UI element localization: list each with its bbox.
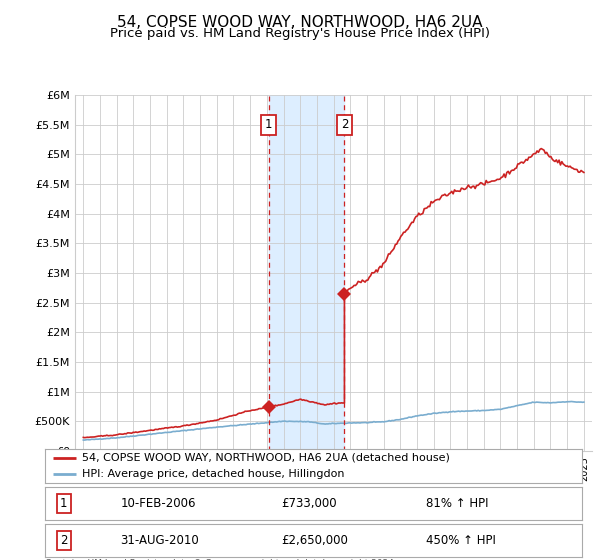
Text: 450% ↑ HPI: 450% ↑ HPI bbox=[426, 534, 496, 547]
Text: HPI: Average price, detached house, Hillingdon: HPI: Average price, detached house, Hill… bbox=[82, 469, 344, 479]
Text: 1: 1 bbox=[60, 497, 68, 510]
Text: 31-AUG-2010: 31-AUG-2010 bbox=[120, 534, 199, 547]
Text: 54, COPSE WOOD WAY, NORTHWOOD, HA6 2UA: 54, COPSE WOOD WAY, NORTHWOOD, HA6 2UA bbox=[117, 15, 483, 30]
Text: 10-FEB-2006: 10-FEB-2006 bbox=[120, 497, 196, 510]
Text: 1: 1 bbox=[265, 118, 272, 132]
Text: £2,650,000: £2,650,000 bbox=[281, 534, 348, 547]
Bar bbox=[269, 95, 344, 451]
Text: 2: 2 bbox=[60, 534, 68, 547]
Text: 2: 2 bbox=[341, 118, 348, 132]
Text: 54, COPSE WOOD WAY, NORTHWOOD, HA6 2UA (detached house): 54, COPSE WOOD WAY, NORTHWOOD, HA6 2UA (… bbox=[82, 452, 449, 463]
Text: 81% ↑ HPI: 81% ↑ HPI bbox=[426, 497, 489, 510]
Text: Contains HM Land Registry data © Crown copyright and database right 2024.
This d: Contains HM Land Registry data © Crown c… bbox=[45, 559, 397, 560]
Text: £733,000: £733,000 bbox=[281, 497, 337, 510]
Text: Price paid vs. HM Land Registry's House Price Index (HPI): Price paid vs. HM Land Registry's House … bbox=[110, 27, 490, 40]
